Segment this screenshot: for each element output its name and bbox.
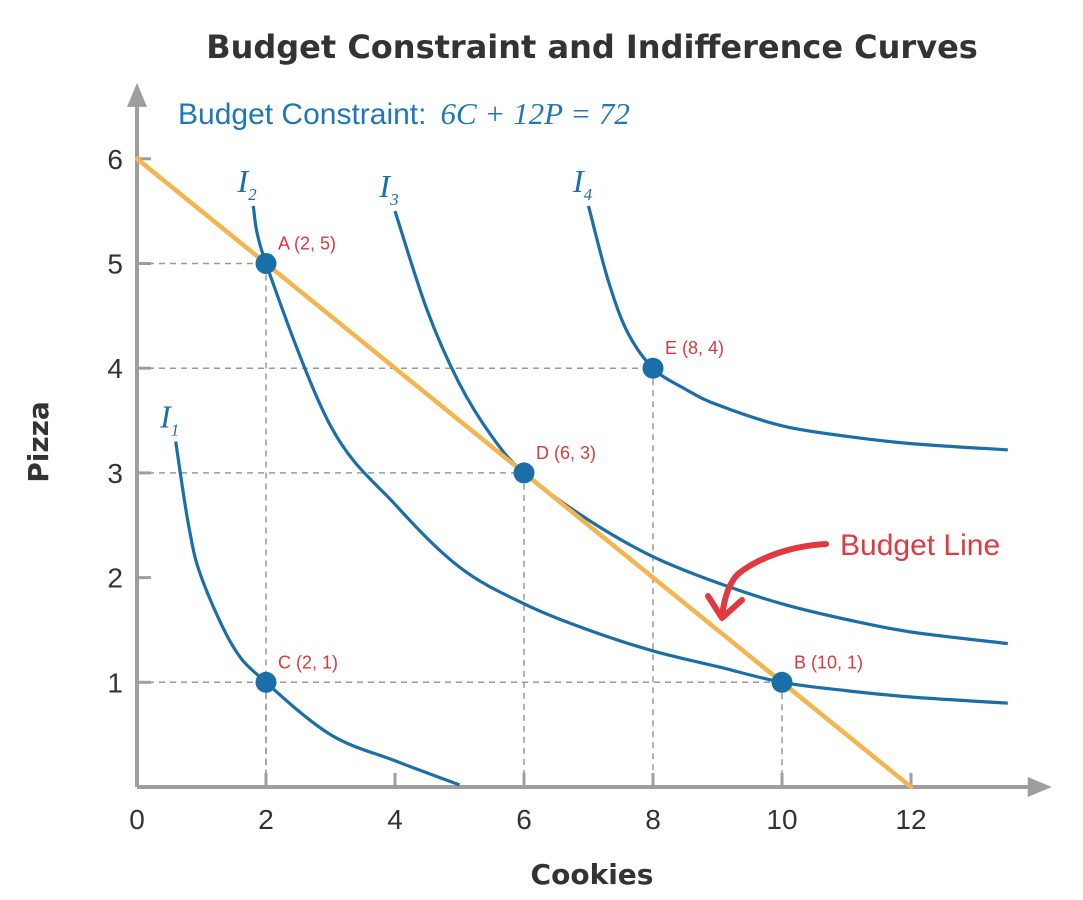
y-tick-label: 4 (107, 353, 123, 384)
y-axis-title: Pizza (22, 401, 55, 483)
x-tick-label: 8 (645, 804, 661, 835)
y-axis-arrowhead (127, 82, 147, 107)
point-marker (255, 671, 277, 693)
curve-label-subscript: 1 (171, 420, 180, 439)
annotation-arrow (719, 541, 829, 619)
indifference-curve-I2 (251, 205, 1008, 705)
y-tick-label: 1 (107, 667, 123, 698)
indifference-curve-I3 (393, 210, 1008, 646)
indifference-curve-I4 (586, 205, 1008, 452)
point-marker (771, 671, 793, 693)
curve-label-main: I (378, 168, 391, 204)
indifference-curve-I1 (174, 441, 461, 787)
curve-label-I4: I4 (572, 163, 593, 204)
x-tick-label: 10 (766, 804, 797, 835)
y-tick-label: 5 (107, 249, 123, 280)
annotation-label: Budget Line (840, 529, 1000, 562)
point-label: E (8, 4) (665, 338, 724, 358)
chart-title: Budget Constraint and Indifference Curve… (206, 28, 978, 66)
point-marker (255, 253, 277, 274)
x-tick-label: 2 (258, 804, 274, 835)
subtitle-equation: 6C + 12P = 72 (440, 96, 629, 131)
curve-label-I2: I2 (237, 163, 258, 204)
chart-subtitle: Budget Constraint: 6C + 12P = 72 (178, 96, 630, 131)
point-label: A (2, 5) (278, 234, 336, 254)
point-label: D (6, 3) (536, 443, 596, 463)
point-label: B (10, 1) (794, 652, 863, 672)
curve-label-subscript: 2 (248, 185, 257, 204)
point-marker (513, 462, 535, 484)
y-tick-label: 6 (107, 144, 123, 175)
curve-label-main: I (237, 163, 250, 199)
x-axis-arrowhead (1027, 777, 1052, 797)
y-tick-label: 2 (107, 563, 123, 594)
x-tick-label: 4 (387, 804, 403, 835)
curve-label-I3: I3 (378, 168, 398, 209)
curve-label-subscript: 4 (584, 185, 593, 204)
annotation-arrowhead (705, 593, 745, 621)
y-tick-label: 3 (107, 458, 123, 489)
curve-label-subscript: 3 (389, 190, 399, 209)
x-tick-label: 6 (516, 804, 532, 835)
curve-label-I1: I1 (159, 398, 179, 439)
point-label: C (2, 1) (278, 652, 338, 672)
curve-label-main: I (572, 163, 585, 199)
point-marker (642, 357, 664, 379)
budget-line-annotation: Budget Line (705, 529, 1000, 621)
x-tick-label: 0 (129, 804, 145, 835)
indifference-curves (174, 205, 1008, 787)
points (255, 253, 793, 693)
x-axis-title: Cookies (531, 858, 654, 891)
subtitle-prefix: Budget Constraint: (178, 98, 426, 131)
curve-label-main: I (159, 398, 172, 434)
x-tick-label: 12 (895, 804, 926, 835)
